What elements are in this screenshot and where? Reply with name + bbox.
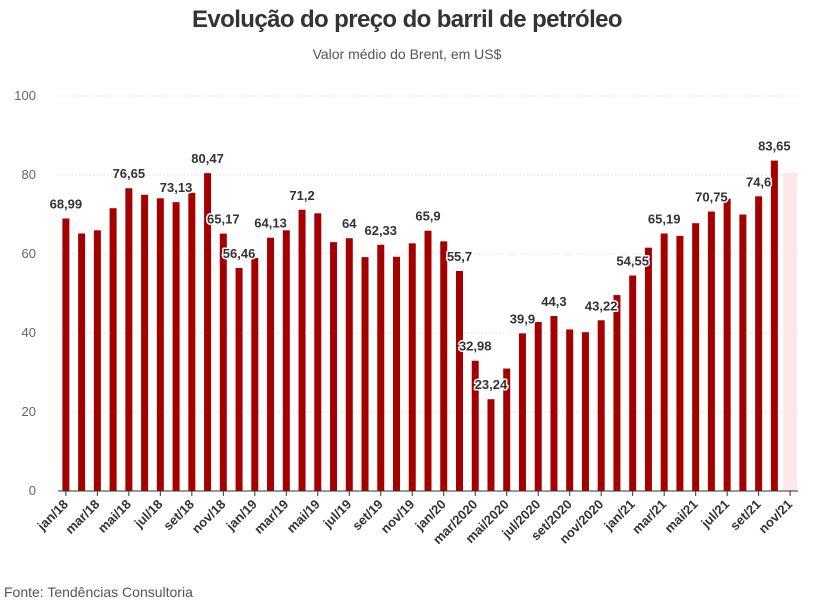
chart-title: Evolução do preço do barril de petróleo: [191, 6, 623, 33]
bar: [330, 242, 338, 491]
data-label: 65,17: [207, 212, 240, 227]
bar: [377, 244, 385, 491]
x-tick-label: nov/18: [189, 497, 229, 537]
bar: [251, 257, 259, 491]
bar: [141, 194, 149, 491]
bar: [345, 238, 353, 491]
source-note: Fonte: Tendências Consultoria: [4, 584, 193, 600]
data-label: 64: [342, 216, 357, 231]
data-label: 74,6: [746, 174, 771, 189]
x-tick-label: mar/18: [62, 497, 102, 537]
bar: [219, 233, 227, 492]
data-label: 73,13: [160, 180, 193, 195]
bar: [503, 368, 511, 491]
data-label: 56,46: [223, 246, 256, 261]
data-label: 71,2: [289, 188, 314, 203]
bar: [739, 214, 747, 491]
y-tick-label: 20: [22, 404, 36, 419]
data-label: 55,7: [447, 249, 472, 264]
data-label: 65,19: [648, 211, 681, 226]
bar: [62, 218, 70, 491]
x-tick-label: jul/21: [697, 497, 732, 532]
data-label: 44,3: [541, 294, 566, 309]
bar: [613, 295, 621, 491]
bar: [692, 223, 700, 491]
bar: [487, 399, 495, 491]
bar: [707, 211, 715, 491]
data-label: 39,9: [510, 311, 535, 326]
bar: [755, 196, 763, 491]
bar: [408, 243, 416, 491]
bar: [93, 230, 101, 492]
x-tick-label: mar/21: [629, 497, 669, 537]
bar: [723, 198, 731, 491]
chart-subtitle: Valor médio do Brent, em US$: [312, 46, 502, 62]
data-label: 68,99: [50, 196, 83, 211]
data-label: 83,65: [758, 139, 791, 154]
bar: [109, 208, 117, 491]
bar: [566, 329, 574, 491]
x-tick-label: nov/21: [756, 497, 796, 537]
highlight-bar: [783, 172, 797, 491]
y-tick-label: 60: [22, 246, 36, 261]
x-tick-label: mai/19: [284, 497, 323, 536]
bar: [298, 209, 306, 491]
bar: [314, 213, 322, 491]
bar: [455, 270, 463, 491]
bar: [282, 230, 290, 492]
bar: [518, 333, 526, 491]
bar: [660, 233, 668, 491]
data-label: 70,75: [695, 190, 728, 205]
bar: [125, 188, 133, 492]
x-tick-label: jul/18: [131, 497, 166, 532]
y-tick-label: 100: [14, 88, 36, 103]
data-label: 76,65: [113, 166, 146, 181]
bar: [172, 202, 180, 491]
bar: [393, 256, 401, 491]
y-tick-label: 40: [22, 325, 36, 340]
data-label: 80,47: [191, 151, 224, 166]
bar: [361, 257, 369, 491]
bar: [581, 332, 589, 491]
x-tick-label: mai/21: [662, 497, 701, 536]
bar: [676, 235, 684, 491]
data-label: 32,98: [459, 339, 492, 354]
bar: [267, 237, 275, 491]
bar: [235, 267, 243, 491]
bars: [62, 160, 797, 492]
data-label: 54,55: [616, 254, 649, 269]
bar: [188, 192, 196, 491]
bar: [204, 173, 212, 491]
bar: [770, 160, 778, 491]
gridlines: [58, 95, 798, 413]
data-label: 62,33: [364, 223, 397, 238]
bar: [440, 241, 448, 491]
x-tick-label: nov/19: [378, 497, 418, 537]
y-tick-label: 80: [22, 167, 36, 182]
bar: [597, 320, 605, 491]
x-axis: jan/18mar/18mai/18jul/18set/18nov/18jan/…: [34, 490, 798, 547]
bar: [644, 247, 652, 491]
data-label: 65,9: [415, 209, 440, 224]
bar: [156, 198, 164, 491]
y-axis-ticks: 0 20 40 60 80 100: [14, 88, 36, 498]
bar: [424, 230, 432, 491]
data-label: 64,13: [254, 216, 287, 231]
bar: [471, 360, 479, 491]
data-label: 23,24: [475, 377, 508, 392]
bar: [550, 316, 558, 491]
bar: [629, 275, 637, 491]
data-label: 43,22: [585, 298, 618, 313]
x-tick-label: mar/19: [251, 497, 291, 537]
x-tick-label: jul/19: [320, 497, 355, 532]
y-tick-label: 0: [29, 483, 36, 498]
x-tick-label: mai/18: [95, 497, 134, 536]
bar: [534, 321, 542, 491]
bar: [78, 233, 86, 491]
